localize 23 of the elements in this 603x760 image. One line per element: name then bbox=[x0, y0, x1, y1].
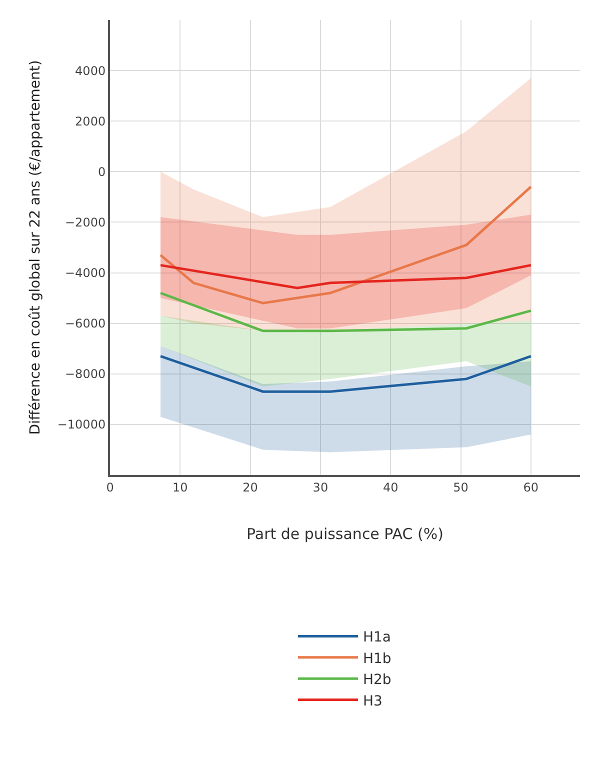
legend-label: H1b bbox=[363, 650, 392, 667]
y-tick-label: 0 bbox=[98, 164, 106, 179]
x-tick-label: 60 bbox=[523, 480, 539, 494]
y-tick-label: −4000 bbox=[65, 266, 106, 280]
legend-label: H3 bbox=[363, 693, 382, 710]
x-tick-label: 20 bbox=[242, 480, 258, 494]
x-tick-label: 30 bbox=[312, 480, 328, 494]
y-axis-title: Différence en coût global sur 22 ans (€/appartement) bbox=[27, 60, 44, 435]
line-series bbox=[159, 292, 532, 332]
x-tick-label: 10 bbox=[172, 480, 188, 494]
y-tick-label: −8000 bbox=[65, 367, 106, 382]
line-series bbox=[159, 186, 532, 304]
legend-label: H2b bbox=[363, 672, 392, 688]
y-tick-label: 2000 bbox=[75, 114, 106, 128]
y-tick-label: −2000 bbox=[65, 215, 106, 230]
x-axis-title: Part de puissance PAC (%) bbox=[246, 524, 444, 543]
legend-label: H1a bbox=[363, 630, 392, 646]
y-tick-label: −6000 bbox=[65, 316, 106, 331]
x-tick-label: 50 bbox=[453, 480, 468, 494]
line-series bbox=[159, 264, 532, 290]
y-tick-label: 4000 bbox=[75, 64, 106, 78]
x-tick-label: 40 bbox=[382, 480, 398, 494]
y-tick-label: −10000 bbox=[57, 418, 106, 432]
